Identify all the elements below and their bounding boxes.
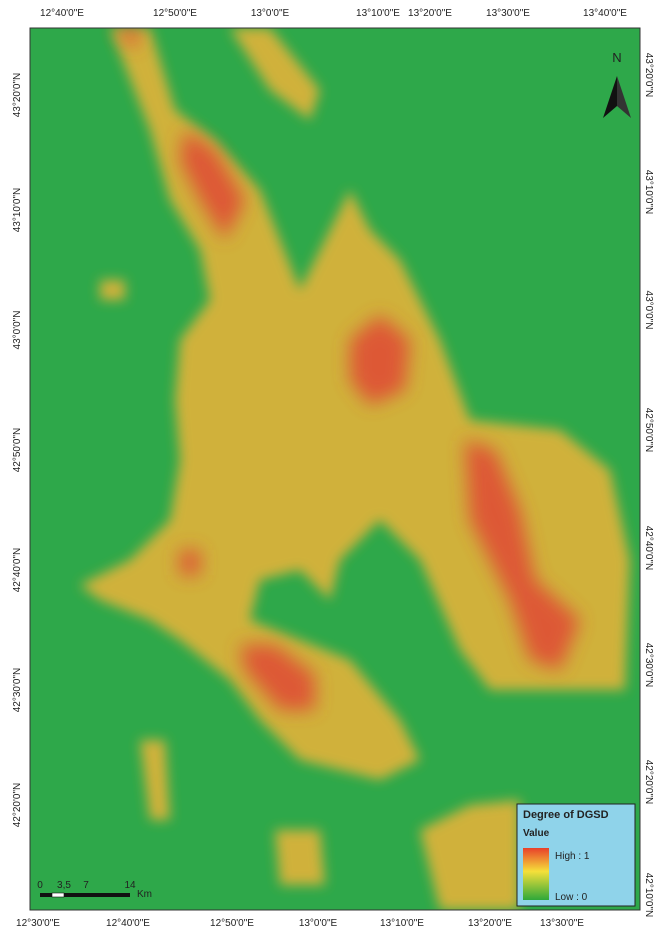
scale-tick: 0 [37,880,43,891]
top-label: 12°40'0"E [40,8,84,19]
left-label: 42°40'0"N [12,548,23,593]
legend-subtitle: Value [523,828,550,839]
top-label: 13°30'0"E [486,8,530,19]
legend-ramp [523,848,549,900]
scale-tick: 7 [83,880,89,891]
bottom-label: 13°10'0"E [380,918,424,929]
bottom-label: 13°30'0"E [540,918,584,929]
legend-low: Low : 0 [555,892,588,903]
left-label: 42°30'0"N [12,668,23,713]
right-label: 43°0'0"N [643,291,654,330]
bottom-label: 13°0'0"E [299,918,338,929]
left-label: 42°50'0"N [12,428,23,473]
right-label: 42°20'0"N [643,760,654,805]
right-label: 42°50'0"N [643,408,654,453]
right-label: 42°40'0"N [643,526,654,571]
map-figure: 12°40'0"E 12°50'0"E 13°0'0"E 13°10'0"E 13°20… [0,0,657,936]
top-label: 13°20'0"E [408,8,452,19]
scale-unit: Km [137,889,152,900]
top-label: 13°40'0"E [583,8,627,19]
legend-title: Degree of DGSD [523,809,609,821]
right-label: 42°10'0"N [643,873,654,918]
left-label: 43°0'0"N [12,311,23,350]
bottom-label: 12°50'0"E [210,918,254,929]
right-label: 42°30'0"N [643,643,654,688]
top-label: 13°0'0"E [251,8,290,19]
bottom-label: 13°20'0"E [468,918,512,929]
left-label: 42°20'0"N [12,783,23,828]
map-raster [30,28,640,910]
right-label: 43°20'0"N [643,53,654,98]
left-label: 43°10'0"N [12,188,23,233]
bottom-label: 12°40'0"E [106,918,150,929]
right-label: 43°10'0"N [643,170,654,215]
top-label: 13°10'0"E [356,8,400,19]
legend-high: High : 1 [555,851,590,862]
scale-tick: 14 [124,880,136,891]
legend: Degree of DGSD Value High : 1 Low : 0 [517,804,635,906]
scale-tick: 3,5 [57,880,71,891]
left-label: 43°20'0"N [12,73,23,118]
north-label: N [612,50,621,65]
bottom-label: 12°30'0"E [16,918,60,929]
top-label: 12°50'0"E [153,8,197,19]
